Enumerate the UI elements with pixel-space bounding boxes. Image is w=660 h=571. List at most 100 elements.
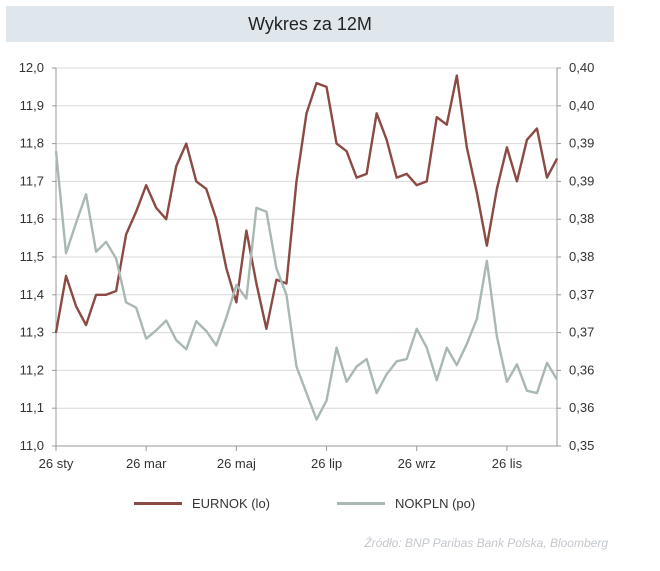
y-left-tick-label: 11,4 <box>20 287 44 302</box>
data-point <box>536 127 538 130</box>
data-point <box>95 251 97 253</box>
x-tick-label: 26 lip <box>311 456 342 471</box>
y-right-tick-label: 0,40 <box>569 98 594 113</box>
data-point <box>135 211 137 213</box>
data-point <box>386 139 388 141</box>
data-point <box>275 279 278 281</box>
legend-item-eurnok: EURNOK (lo) <box>134 496 270 511</box>
data-point <box>305 392 308 394</box>
data-point <box>516 180 518 182</box>
data-point <box>486 260 488 262</box>
data-point <box>185 348 187 350</box>
data-point <box>325 86 328 88</box>
data-point <box>496 335 498 337</box>
data-point <box>95 294 97 296</box>
series-eurnok <box>54 74 559 334</box>
y-right-tick-label: 0,38 <box>569 211 594 226</box>
data-point <box>345 150 348 152</box>
data-point <box>416 184 418 186</box>
data-point <box>406 173 408 175</box>
y-left-tick-label: 11,2 <box>20 362 44 377</box>
data-point <box>285 294 288 296</box>
data-point <box>55 332 57 334</box>
y-right-tick-label: 0,35 <box>569 438 594 453</box>
data-point <box>115 290 117 292</box>
chart-title-bar: Wykres za 12M <box>6 6 614 42</box>
y-left-tick-label: 11,6 <box>20 211 44 226</box>
data-point <box>215 218 217 220</box>
y-left-tick-label: 11,8 <box>20 136 44 151</box>
data-point <box>476 192 478 194</box>
y-left-tick-label: 11,3 <box>20 325 44 340</box>
data-point <box>295 366 298 368</box>
data-point <box>145 184 147 186</box>
data-point <box>436 379 438 381</box>
y-right-tick-label: 0,38 <box>569 249 594 264</box>
data-point <box>506 146 508 148</box>
data-point <box>85 193 87 195</box>
series-nokpln <box>54 150 559 421</box>
data-point <box>406 358 408 360</box>
data-point <box>205 330 207 332</box>
data-point <box>65 275 67 277</box>
data-point <box>115 257 117 260</box>
data-point <box>396 177 398 179</box>
legend-label-eurnok: EURNOK (lo) <box>192 496 271 511</box>
x-tick-label: 26 wrz <box>398 456 436 471</box>
data-point <box>335 143 338 145</box>
data-point <box>285 282 288 285</box>
data-point <box>135 307 137 309</box>
data-point <box>225 316 227 319</box>
y-right-tick-label: 0,37 <box>569 325 594 340</box>
y-left-tick-label: 11,5 <box>20 249 44 264</box>
data-point <box>315 418 318 421</box>
data-point <box>456 364 458 366</box>
data-point <box>325 400 328 402</box>
x-tick-label: 26 sty <box>39 456 74 471</box>
y-right-tick-label: 0,37 <box>569 287 594 302</box>
y-right-tick-label: 0,39 <box>569 136 594 151</box>
source-note: Źródło: BNP Paribas Bank Polska, Bloombe… <box>364 536 608 550</box>
data-point <box>55 150 57 152</box>
legend-item-nokpln: NOKPLN (po) <box>337 496 475 511</box>
y-right-tick-label: 0,40 <box>569 60 594 75</box>
y-right-tick-label: 0,39 <box>569 173 594 188</box>
data-point <box>175 165 177 167</box>
legend-swatch-nokpln <box>337 502 385 505</box>
x-tick-label: 26 maj <box>217 456 256 471</box>
data-point <box>225 267 227 269</box>
data-point <box>426 180 428 182</box>
data-point <box>486 245 488 247</box>
data-point <box>516 363 518 365</box>
data-point <box>546 362 548 364</box>
tick-labels: 11,0 0,35 11,1 0,36 11,2 0,36 11,3 0,37 11,4 0,37… <box>19 60 595 471</box>
chart-title: Wykres za 12M <box>248 13 372 34</box>
data-point <box>396 360 398 362</box>
y-left-tick-label: 11,7 <box>20 173 44 188</box>
data-point <box>536 392 538 394</box>
data-point <box>105 294 107 296</box>
data-point <box>195 180 197 182</box>
data-point <box>546 177 548 179</box>
data-point <box>265 211 268 213</box>
data-point <box>526 390 528 392</box>
data-point <box>165 319 167 322</box>
series-line <box>54 151 559 421</box>
data-point <box>315 82 318 84</box>
data-point <box>245 297 247 300</box>
y-right-tick-label: 0,36 <box>569 400 594 415</box>
data-point <box>235 301 237 303</box>
data-point <box>125 233 127 235</box>
data-point <box>165 218 167 220</box>
data-point <box>255 207 257 209</box>
data-point <box>496 188 498 190</box>
data-point <box>75 305 77 307</box>
data-point <box>255 282 257 285</box>
data-point <box>155 329 157 331</box>
data-point <box>556 378 558 381</box>
data-point <box>105 241 107 243</box>
data-point <box>65 252 67 254</box>
legend-label-nokpln: NOKPLN (po) <box>395 496 476 511</box>
data-point <box>245 229 247 232</box>
